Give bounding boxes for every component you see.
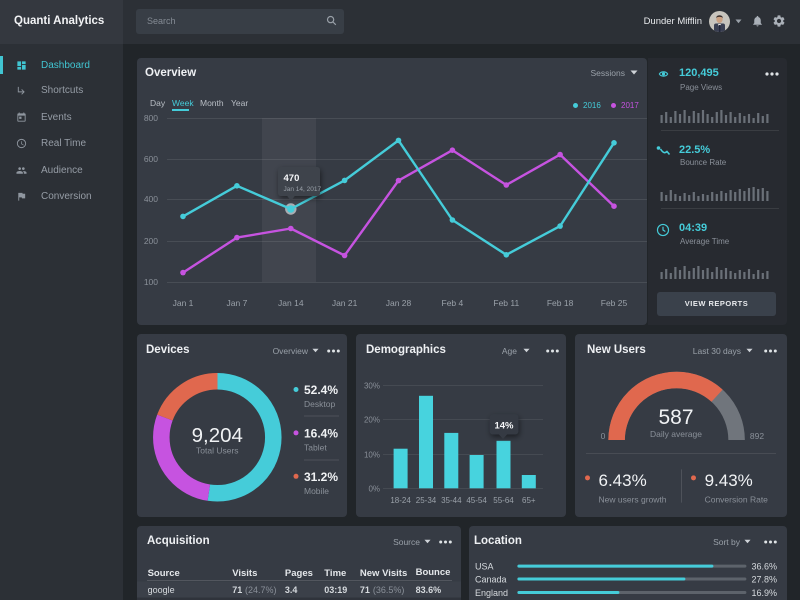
svg-text:England: England <box>475 588 508 598</box>
svg-text:9,204: 9,204 <box>192 424 243 447</box>
svg-text:20%: 20% <box>364 416 380 425</box>
svg-text:Daily average: Daily average <box>650 429 702 439</box>
svg-text:31.2%: 31.2% <box>304 470 338 484</box>
svg-text:Jan 14: Jan 14 <box>278 298 304 308</box>
svg-text:Jan 14, 2017: Jan 14, 2017 <box>284 186 322 193</box>
svg-text:83.6%: 83.6% <box>416 585 442 595</box>
svg-text:Conversion Rate: Conversion Rate <box>705 495 769 505</box>
svg-text:52.4%: 52.4% <box>304 383 338 397</box>
svg-text:Jan 28: Jan 28 <box>386 298 412 308</box>
svg-text:New Visits: New Visits <box>360 568 407 579</box>
svg-text:400: 400 <box>144 194 158 204</box>
svg-text:470: 470 <box>284 173 300 184</box>
svg-text:Feb 11: Feb 11 <box>493 298 519 308</box>
svg-text:71: 71 <box>360 585 370 595</box>
svg-text:200: 200 <box>144 236 158 246</box>
svg-text:Feb 25: Feb 25 <box>601 298 628 308</box>
svg-text:Desktop: Desktop <box>304 399 335 409</box>
svg-text:35-44: 35-44 <box>441 496 462 505</box>
svg-text:14%: 14% <box>494 421 514 432</box>
svg-text:Time: Time <box>324 568 346 579</box>
svg-text:6.43%: 6.43% <box>599 471 647 490</box>
svg-text:USA: USA <box>475 562 494 572</box>
svg-text:Jan 1: Jan 1 <box>173 298 194 308</box>
svg-text:Total Users: Total Users <box>196 446 239 456</box>
svg-text:16.4%: 16.4% <box>304 426 338 440</box>
svg-text:3.4: 3.4 <box>285 585 298 595</box>
svg-text:10%: 10% <box>364 451 380 460</box>
svg-text:Canada: Canada <box>475 575 507 585</box>
svg-text:New users growth: New users growth <box>599 495 667 505</box>
svg-text:Visits: Visits <box>232 568 257 579</box>
svg-text:(24.7%): (24.7%) <box>245 585 277 595</box>
svg-text:(36.5%): (36.5%) <box>373 585 405 595</box>
svg-text:36.6%: 36.6% <box>751 562 777 572</box>
svg-text:03:19: 03:19 <box>324 585 347 595</box>
svg-text:Feb 18: Feb 18 <box>547 298 574 308</box>
svg-text:45-54: 45-54 <box>466 496 487 505</box>
svg-text:Bounce: Bounce <box>416 567 451 578</box>
svg-text:600: 600 <box>144 154 158 164</box>
svg-text:71: 71 <box>232 585 242 595</box>
svg-text:Pages: Pages <box>285 568 313 579</box>
svg-text:18-24: 18-24 <box>390 496 411 505</box>
svg-text:0: 0 <box>601 431 606 441</box>
svg-text:Source: Source <box>148 568 180 579</box>
svg-text:Jan 21: Jan 21 <box>332 298 358 308</box>
svg-text:892: 892 <box>750 431 764 441</box>
svg-text:9.43%: 9.43% <box>705 471 753 490</box>
svg-text:800: 800 <box>144 113 158 123</box>
svg-text:google: google <box>148 585 175 595</box>
svg-text:27.8%: 27.8% <box>751 575 777 585</box>
svg-text:16.9%: 16.9% <box>751 588 777 598</box>
svg-text:Jan 7: Jan 7 <box>227 298 248 308</box>
svg-text:0%: 0% <box>368 485 380 494</box>
svg-text:Feb 4: Feb 4 <box>442 298 464 308</box>
svg-text:25-34: 25-34 <box>416 496 437 505</box>
svg-text:55-64: 55-64 <box>493 496 514 505</box>
svg-text:65+: 65+ <box>522 496 536 505</box>
svg-text:100: 100 <box>144 277 158 287</box>
svg-text:30%: 30% <box>364 382 380 391</box>
svg-text:Tablet: Tablet <box>304 443 327 453</box>
svg-text:587: 587 <box>658 406 693 429</box>
svg-text:Mobile: Mobile <box>304 486 329 496</box>
